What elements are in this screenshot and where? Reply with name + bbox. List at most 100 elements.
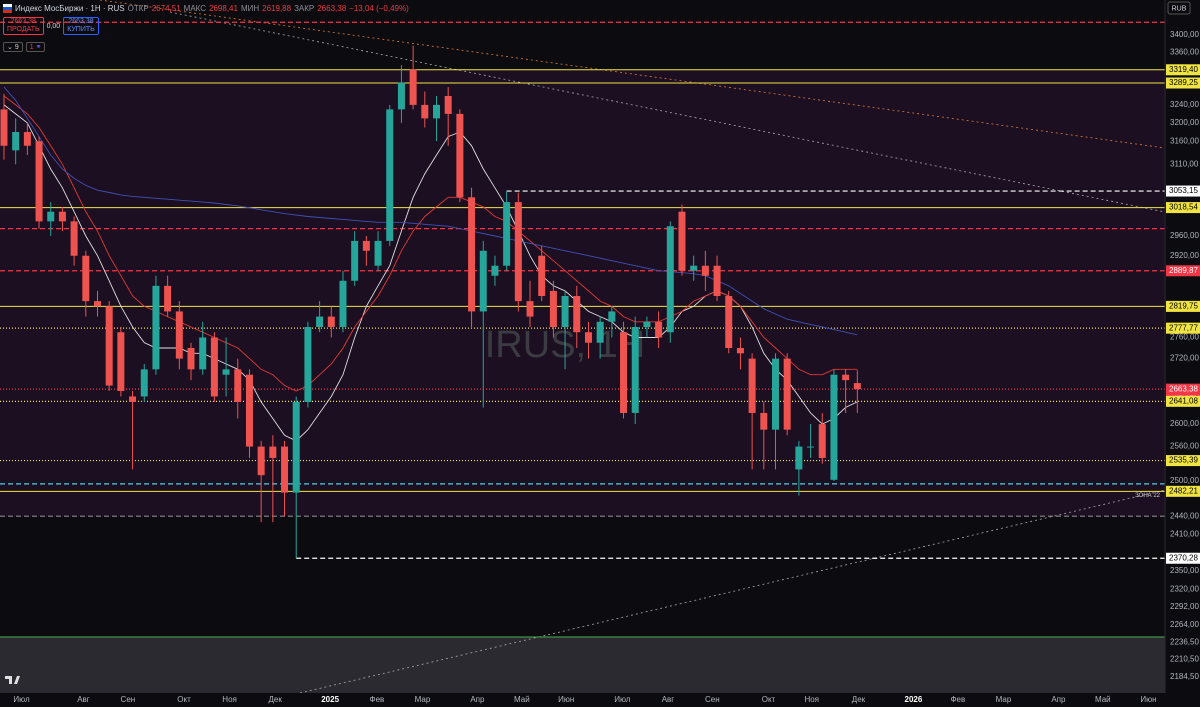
candle-body — [234, 369, 242, 402]
candle-body — [573, 296, 581, 333]
currency-box — [1167, 1, 1191, 15]
level-label: 3289,25 — [1169, 78, 1198, 87]
change: −13,04 (−0,49%) — [349, 4, 409, 13]
candle-body — [760, 412, 768, 430]
zone — [0, 69, 1165, 517]
candle-body — [164, 285, 172, 312]
level-label-box — [1166, 322, 1200, 334]
low-label: МИН — [240, 4, 260, 13]
buy-price: 2663,38 — [68, 18, 94, 25]
trend-line — [299, 489, 1166, 694]
y-tick-label: 2350,00 — [1170, 566, 1199, 575]
candle-body — [152, 285, 160, 370]
x-tick-label: Фев — [369, 695, 384, 704]
time-axis — [0, 693, 1200, 707]
level-label-box — [1166, 64, 1200, 76]
level-label: 2370,28 — [1169, 553, 1198, 562]
candle-body — [140, 369, 148, 397]
candle-body — [374, 240, 382, 266]
buy-button[interactable]: 2663,38 КУПИТЬ — [63, 17, 99, 35]
y-tick-label: 2720,00 — [1170, 354, 1199, 363]
candle-body — [620, 332, 628, 413]
level-label-box — [1166, 455, 1200, 467]
candle-body — [468, 197, 476, 312]
candle-body — [386, 109, 394, 241]
candle-body — [327, 316, 335, 327]
candle-body — [175, 311, 183, 359]
candle-body — [82, 255, 90, 302]
candle-body — [479, 250, 487, 312]
y-tick-label: 2236,50 — [1170, 638, 1199, 647]
candle-body — [713, 265, 721, 297]
candle-body — [830, 374, 838, 480]
y-tick-label: 3200,00 — [1170, 118, 1199, 127]
x-tick-label: Дек — [268, 695, 282, 704]
candle-body — [748, 358, 756, 413]
candle-body — [514, 202, 522, 302]
level-label-box — [1166, 552, 1200, 564]
candle-body — [316, 316, 324, 327]
low-value: 2619,88 — [262, 4, 292, 13]
candle-body — [666, 226, 674, 333]
level-label: 3018,54 — [1169, 203, 1198, 212]
candle-body — [538, 255, 546, 297]
candle-body — [23, 132, 31, 146]
trend-line — [169, 11, 1166, 213]
logo — [5, 676, 20, 684]
candle-body — [281, 446, 289, 493]
level-label: 2482,21 — [1169, 486, 1198, 495]
candle-body — [129, 396, 137, 402]
x-tick-label: Сен — [121, 695, 136, 704]
candle-body — [818, 424, 826, 458]
x-tick-label: Окт — [177, 695, 191, 704]
candle-body — [655, 321, 663, 338]
header: Индекс МосБиржи · 1Н · RUS ОТКР 2674,51 … — [3, 2, 409, 53]
x-tick-label: Июн — [558, 695, 574, 704]
price-axis — [1165, 0, 1200, 707]
candle-body — [70, 221, 78, 256]
x-tick-label: Июл — [614, 695, 631, 704]
flag — [3, 4, 12, 13]
sell-price: 2663,38 — [10, 18, 36, 25]
y-tick-label: 3110,00 — [1170, 159, 1199, 168]
high-label: МАКС — [183, 4, 207, 13]
candle-body — [561, 296, 569, 327]
level-label: 2663,38 — [1169, 384, 1198, 393]
y-tick-label: 2500,00 — [1170, 476, 1199, 485]
indicators-button[interactable]: ⌄ 9 — [3, 41, 23, 52]
candle-body — [117, 332, 125, 391]
sell-button[interactable]: 2663,38 ПРОДАТЬ — [3, 17, 44, 35]
x-tick-label: Июн — [1140, 695, 1156, 704]
x-tick-label: Ноя — [222, 695, 237, 704]
level-label-box — [1166, 395, 1200, 407]
candle-body — [771, 358, 779, 430]
candle-body — [853, 383, 861, 390]
x-tick-label: 2026 — [905, 695, 923, 704]
candle-body — [795, 446, 803, 470]
x-tick-label: Авг — [662, 695, 675, 704]
candle-body — [584, 332, 592, 343]
y-tick-label: 2292,00 — [1170, 602, 1199, 611]
x-tick-label: Ноя — [804, 695, 819, 704]
alerts-button[interactable]: 1 ⚭ — [25, 41, 46, 52]
currency: RUB — [1172, 5, 1187, 12]
open-label: ОТКР — [127, 4, 149, 13]
y-tick-label: 2600,00 — [1170, 419, 1199, 428]
candle-body — [0, 109, 8, 146]
x-tick-label: Май — [514, 695, 530, 704]
candle-body — [549, 290, 557, 327]
level-label-box — [1166, 300, 1200, 312]
candle-body — [444, 95, 452, 114]
x-tick-label: Апр — [1051, 695, 1066, 704]
candle-body — [456, 113, 464, 198]
candle-body — [351, 240, 359, 281]
x-tick-label: Окт — [762, 695, 776, 704]
x-tick-label: Апр — [470, 695, 485, 704]
candle-body — [245, 374, 253, 447]
indicators-count: 9 — [14, 43, 19, 51]
close-value: 2663,38 — [317, 4, 347, 13]
candle-body — [526, 301, 534, 317]
y-tick-label: 2320,00 — [1170, 584, 1199, 593]
candle-body — [491, 265, 499, 276]
